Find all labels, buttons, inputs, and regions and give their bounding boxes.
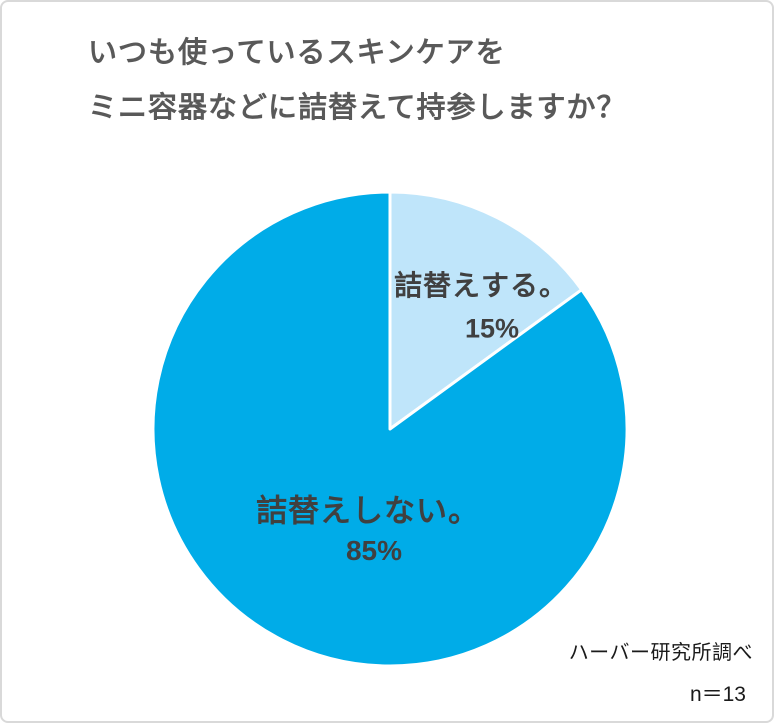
sample-size: n＝13 <box>689 683 746 706</box>
pie-slice-1 <box>151 190 629 668</box>
chart-title: いつも使っているスキンケアを ミニ容器などに詰替えて持参しますか？ <box>88 26 627 136</box>
slice-percent-refill-no: 85% <box>345 535 403 566</box>
slice-label-refill-no: 詰替えしない。 <box>256 493 480 529</box>
pie-slice-0 <box>388 190 584 431</box>
slice-percent-refill-yes: 15% <box>464 313 520 344</box>
chart-title-line-2: ミニ容器などに詰替えて持参しますか？ <box>88 92 627 124</box>
chart-title-line-1: いつも使っているスキンケアを <box>88 37 506 69</box>
source-attribution: ハーバー研究所調べ <box>568 642 753 664</box>
slice-label-refill-yes: 詰替えする。 <box>393 270 569 301</box>
